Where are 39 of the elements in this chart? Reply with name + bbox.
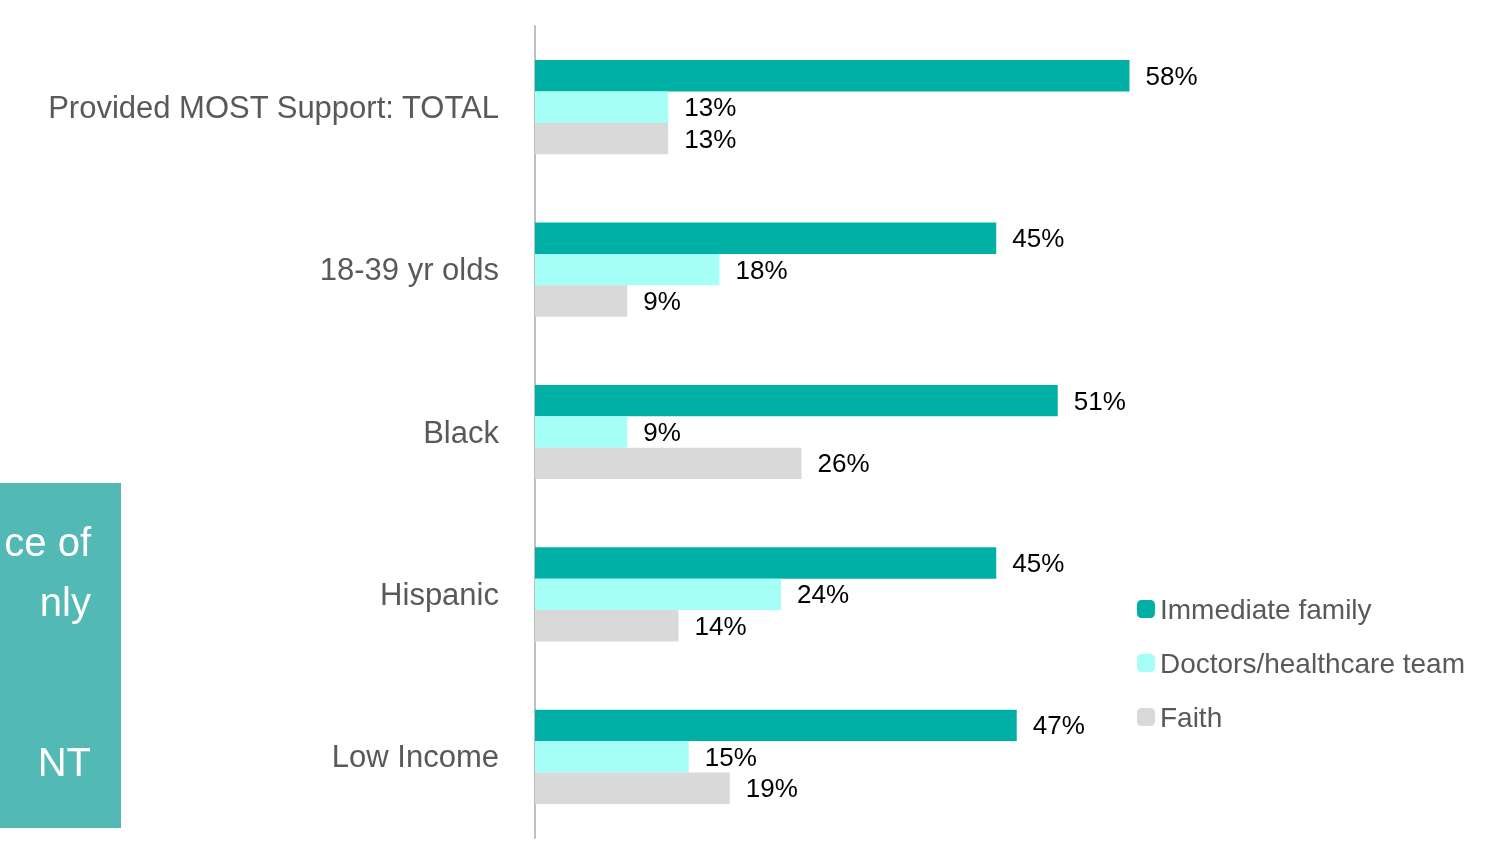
y-tick-label: Low Income [331,739,499,775]
bar [535,709,1017,742]
data-label: 45% [1012,223,1065,254]
data-label: 58% [1145,60,1198,91]
legend-label: Immediate family [1159,593,1372,625]
bar [535,122,669,155]
data-label: 13% [684,123,737,154]
data-label: 13% [684,92,737,123]
bar [535,60,1130,92]
data-label: 19% [745,773,798,804]
y-tick-label: Provided MOST Support: TOTAL [48,89,499,125]
data-label: 47% [1032,710,1085,741]
y-tick-label: 18-39 yr olds [319,252,499,288]
data-label: 14% [694,610,747,641]
bar [535,384,1058,417]
bar [535,578,781,611]
bar [535,547,997,579]
data-label: 9% [643,286,681,316]
bar [535,91,669,123]
data-label: 18% [735,254,788,285]
bar [535,416,628,448]
bar [535,253,720,286]
text-panel: ce of nly NT [0,483,121,828]
bar [535,610,679,642]
bar [535,772,730,804]
data-label: 51% [1073,385,1126,416]
data-label: 24% [797,579,850,610]
data-label: 15% [704,741,757,772]
bar [535,285,628,317]
data-label: 45% [1012,548,1065,578]
data-label: 26% [817,448,870,479]
y-tick-label: Black [423,414,500,450]
bar [535,222,997,254]
legend-label: Doctors/healthcare team [1159,647,1466,679]
data-label: 9% [643,417,681,447]
legend-label: Faith [1159,701,1223,733]
y-tick-label: Hispanic [380,576,499,612]
bar [535,447,802,480]
bar [535,741,689,773]
